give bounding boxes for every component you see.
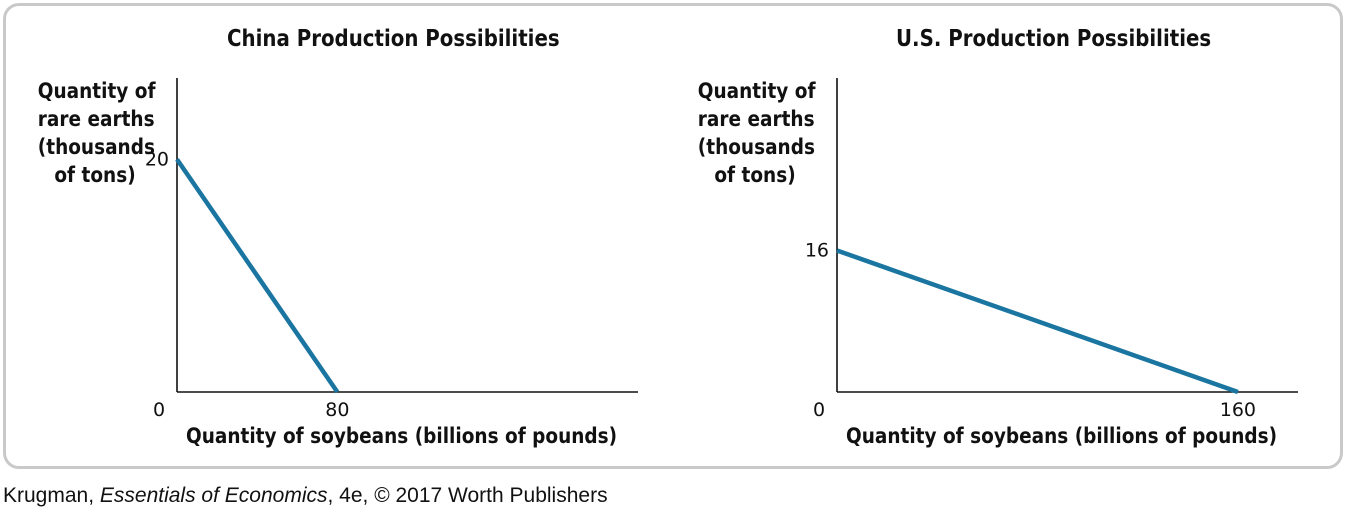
x-tick-label: 0 <box>813 399 825 421</box>
china-chart: China Production Possibilities Quantity … <box>0 0 660 470</box>
ppf-line <box>836 248 1239 395</box>
y-axis-label: Quantity of rare earths (thousands of to… <box>697 79 816 187</box>
us-chart: U.S. Production Possibilities Quantity o… <box>660 0 1320 470</box>
credit-book: Essentials of Economics <box>99 484 328 507</box>
credit-rest: , 4e, © 2017 Worth Publishers <box>327 484 608 507</box>
x-axis-label: Quantity of soybeans (billions of pounds… <box>186 424 618 448</box>
y-tick-label: 16 <box>805 239 829 261</box>
x-tick-label: 80 <box>325 399 349 421</box>
chart-title: U.S. Production Possibilities <box>896 26 1212 52</box>
credit-author: Krugman, <box>3 484 100 507</box>
x-tick-label: 0 <box>153 399 165 421</box>
x-axis-label: Quantity of soybeans (billions of pounds… <box>846 424 1278 448</box>
chart-title: China Production Possibilities <box>227 26 560 52</box>
ppf-line <box>175 158 340 394</box>
x-tick-label: 160 <box>1220 399 1256 421</box>
source-credit: Krugman, Essentials of Economics, 4e, © … <box>3 484 608 508</box>
china-plot: 0 80 20 <box>145 78 638 421</box>
y-axis-label: Quantity of rare earths (thousands of to… <box>37 79 156 187</box>
figure-frame <box>3 3 1343 469</box>
y-tick-label: 20 <box>145 148 169 170</box>
us-plot: 0 160 16 <box>805 78 1298 421</box>
